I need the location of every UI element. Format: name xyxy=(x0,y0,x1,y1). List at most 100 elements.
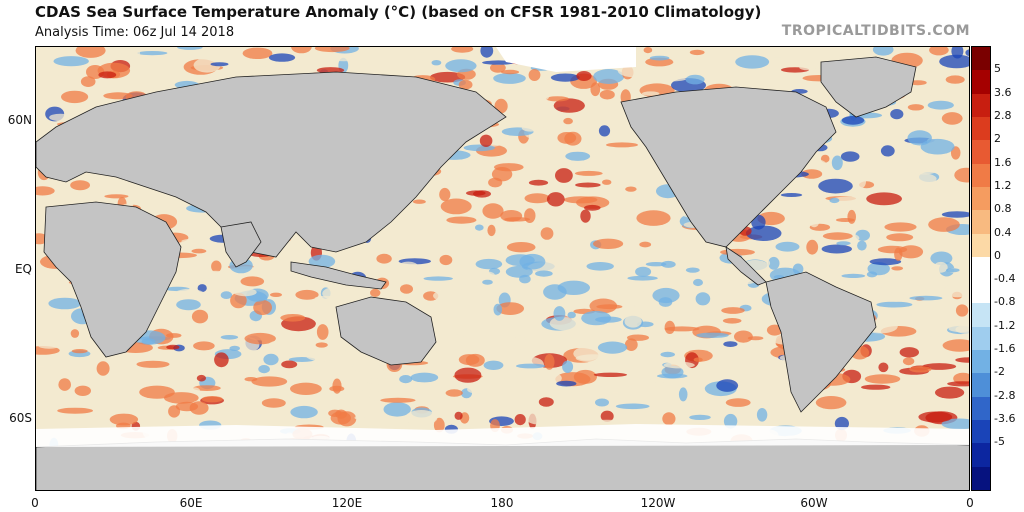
anomaly-patch xyxy=(575,182,601,188)
land-indonesia xyxy=(290,261,387,290)
anomaly-patch xyxy=(439,231,457,242)
anomaly-patch xyxy=(500,69,520,75)
anomaly-patch xyxy=(479,371,494,376)
anomaly-patch xyxy=(662,412,676,426)
lon-label-0-west: 0 xyxy=(31,496,39,510)
anomaly-patch xyxy=(38,343,60,349)
anomaly-patch xyxy=(75,47,106,58)
colorbar-label: -0.4 xyxy=(994,272,1016,286)
anomaly-patch xyxy=(526,411,552,425)
anomaly-patch xyxy=(584,204,601,211)
anomaly-patch xyxy=(918,411,953,423)
anomaly-patch xyxy=(465,353,485,367)
anomaly-patch xyxy=(615,222,628,229)
anomaly-patch xyxy=(49,113,73,122)
anomaly-patch xyxy=(104,194,129,199)
anomaly-patch xyxy=(176,299,201,311)
anomaly-patch xyxy=(598,125,611,137)
anomaly-patch xyxy=(708,263,727,268)
anomaly-patch xyxy=(410,372,439,383)
anomaly-patch xyxy=(376,253,392,264)
anomaly-patch xyxy=(559,233,571,241)
anomaly-patch xyxy=(735,55,770,69)
anomaly-patch xyxy=(954,167,969,183)
anomaly-patch xyxy=(475,224,484,231)
colorbar-label: -3.6 xyxy=(994,412,1016,426)
anomaly-patch xyxy=(516,91,549,103)
anomaly-patch xyxy=(535,270,553,277)
anomaly-patch xyxy=(488,404,516,415)
anomaly-patch xyxy=(137,51,168,56)
colorbar-segment xyxy=(972,326,990,351)
anomaly-patch xyxy=(349,382,375,391)
anomaly-patch xyxy=(322,286,354,301)
anomaly-patch xyxy=(946,268,960,273)
anomaly-patch xyxy=(567,311,576,319)
anomaly-patch xyxy=(475,258,503,270)
anomaly-patch xyxy=(627,275,658,281)
anomaly-patch xyxy=(651,411,663,418)
anomaly-patch xyxy=(636,210,671,226)
anomaly-patch xyxy=(595,398,609,407)
anomaly-patch xyxy=(944,283,969,298)
colorbar-segment xyxy=(972,70,990,94)
anomaly-patch xyxy=(935,386,965,399)
anomaly-patch xyxy=(352,360,387,374)
anomaly-patch xyxy=(627,334,649,341)
anomaly-patch xyxy=(519,253,546,270)
anomaly-patch xyxy=(876,301,913,308)
anomaly-patch xyxy=(945,75,965,84)
anomaly-patch xyxy=(841,115,865,125)
anomaly-patch xyxy=(285,280,294,287)
anomaly-patch xyxy=(400,284,413,294)
anomaly-patch xyxy=(853,207,876,220)
anomaly-patch xyxy=(244,332,276,345)
anomaly-patch xyxy=(188,387,200,394)
brand-watermark[interactable]: TROPICALTIDBITS.COM xyxy=(781,23,970,39)
anomaly-patch xyxy=(565,151,591,161)
anomaly-patch xyxy=(334,260,358,271)
anomaly-patch xyxy=(544,354,555,370)
anomaly-patch xyxy=(716,379,739,392)
anomaly-patch xyxy=(263,353,279,366)
anomaly-patch xyxy=(663,361,695,369)
anomaly-patch xyxy=(866,192,902,206)
anomaly-patch xyxy=(942,339,969,352)
anomaly-patch xyxy=(455,309,466,319)
anomaly-patch xyxy=(281,360,298,369)
anomaly-patch xyxy=(689,414,711,420)
anomaly-patch xyxy=(600,410,614,422)
anomaly-patch xyxy=(398,261,419,273)
colorbar-label: 0.4 xyxy=(994,225,1012,239)
anomaly-patch xyxy=(574,170,603,176)
colorbar-segment xyxy=(972,140,990,164)
colorbar-segment xyxy=(972,420,990,444)
anomaly-patch xyxy=(909,295,943,301)
anomaly-patch xyxy=(214,352,229,368)
anomaly-patch xyxy=(919,69,943,81)
colorbar-segment xyxy=(972,280,990,304)
anomaly-patch xyxy=(722,318,742,324)
anomaly-patch xyxy=(445,59,477,73)
anomaly-patch xyxy=(806,257,841,264)
anomaly-patch xyxy=(166,344,180,350)
land-africa xyxy=(43,201,182,358)
anomaly-patch xyxy=(806,239,819,255)
anomaly-patch xyxy=(553,98,585,113)
anomaly-patch xyxy=(822,232,853,240)
anomaly-patch xyxy=(70,180,90,191)
lat-label-60n: 60N xyxy=(7,113,32,127)
anomaly-patch xyxy=(890,109,904,120)
anomaly-patch xyxy=(468,270,495,280)
anomaly-patch xyxy=(270,292,282,297)
anomaly-patch xyxy=(875,188,894,194)
anomaly-patch xyxy=(445,284,480,290)
anomaly-patch xyxy=(193,57,221,73)
colorbar-label: 2.8 xyxy=(994,108,1012,122)
anomaly-patch xyxy=(775,241,800,252)
lat-label-60s: 60S xyxy=(9,411,32,425)
anomaly-patch xyxy=(500,210,523,222)
anomaly-patch xyxy=(615,403,650,410)
anomaly-patch xyxy=(831,155,843,171)
anomaly-patch xyxy=(96,361,110,376)
